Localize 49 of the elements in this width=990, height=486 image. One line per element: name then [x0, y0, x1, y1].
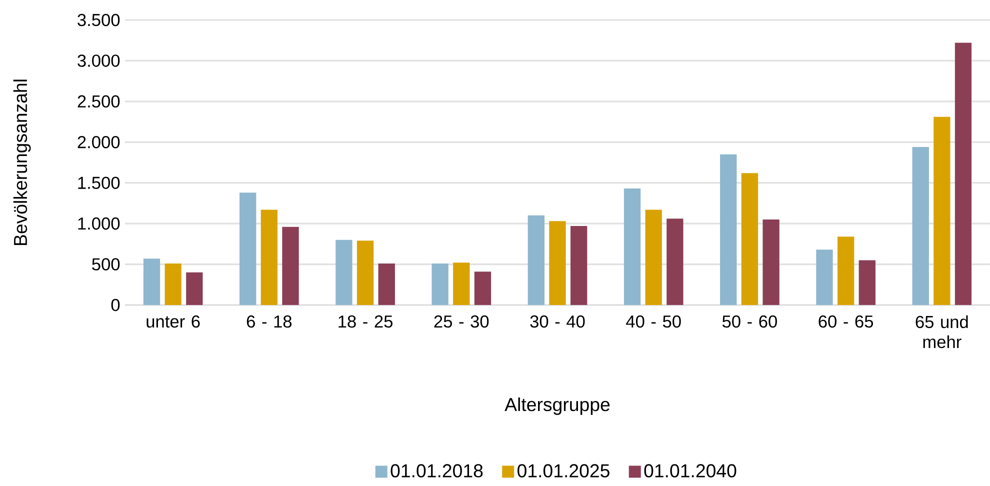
- x-tick-label: 30 - 40: [530, 315, 585, 328]
- y-tick-label: 1.000: [78, 217, 120, 230]
- bar: [378, 263, 395, 305]
- bar: [741, 173, 758, 305]
- legend-label: 01.01.2025: [518, 464, 610, 478]
- bar: [912, 147, 929, 305]
- bar: [528, 215, 544, 305]
- bar: [624, 188, 641, 305]
- y-tick-label: 500: [92, 258, 120, 270]
- y-tick-label: 2.000: [78, 136, 120, 148]
- bar: [143, 258, 160, 305]
- x-tick-label: 40 - 50: [626, 315, 681, 328]
- x-tick-label: 50 - 60: [722, 315, 777, 328]
- y-tick-label: 3.000: [78, 54, 120, 67]
- bar: [240, 192, 256, 305]
- bar: [186, 272, 203, 305]
- bar: [336, 240, 352, 305]
- bar: [762, 219, 780, 305]
- bar: [474, 272, 492, 305]
- legend-label: 01.01.2018: [390, 464, 483, 478]
- x-tick-label: 25 - 30: [434, 315, 489, 328]
- bar: [954, 42, 972, 305]
- bar: [260, 210, 278, 305]
- bar: [356, 240, 374, 305]
- legend-label: 01.01.2040: [644, 464, 736, 478]
- bar: [934, 116, 950, 305]
- bar: [666, 218, 684, 305]
- x-tick-label: 18 - 25: [338, 315, 392, 328]
- y-tick-label: 3.500: [78, 14, 120, 26]
- bar: [816, 250, 833, 305]
- bar: [720, 154, 737, 305]
- bar: [858, 260, 876, 305]
- bar: [164, 263, 182, 305]
- bar: [453, 262, 470, 305]
- x-tick-label: 60 - 65: [818, 315, 874, 328]
- x-tick-label: unter 6: [146, 315, 200, 328]
- bar: [570, 226, 588, 305]
- y-axis-title: Bevölkerungsanzahl: [13, 80, 31, 246]
- x-tick-label: 6 - 18: [246, 315, 292, 328]
- y-tick-label: 2.500: [78, 95, 120, 108]
- bar: [837, 236, 854, 305]
- x-axis-title: Altersgruppe: [504, 397, 610, 415]
- bar: [432, 263, 448, 305]
- bar: [282, 226, 299, 305]
- x-tick-label: 65 und mehr: [916, 315, 968, 348]
- bar: [549, 221, 566, 305]
- bar: [645, 210, 662, 305]
- y-tick-label: 1.500: [78, 176, 120, 189]
- y-tick-label: 0: [111, 298, 120, 312]
